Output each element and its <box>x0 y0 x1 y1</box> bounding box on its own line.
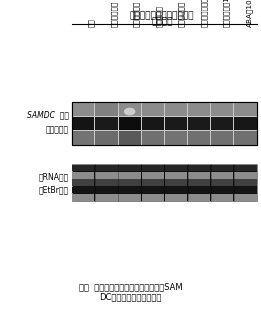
Bar <box>72 187 94 193</box>
Bar <box>118 131 141 145</box>
Bar <box>188 117 210 130</box>
Bar <box>72 172 94 179</box>
Bar <box>165 117 187 130</box>
Bar <box>165 194 187 201</box>
Bar <box>188 194 210 201</box>
Text: 子の発現量: 子の発現量 <box>46 126 69 135</box>
Text: すEtBr染色: すEtBr染色 <box>39 185 69 195</box>
Bar <box>234 179 257 186</box>
Bar <box>142 117 164 130</box>
Bar <box>95 187 117 193</box>
Bar <box>118 194 141 201</box>
Text: DC遺伝子の発現量の増大: DC遺伝子の発現量の増大 <box>99 292 162 301</box>
Bar <box>165 179 187 186</box>
Text: 乾燥ストレス: 乾燥ストレス <box>111 1 117 27</box>
Bar <box>165 102 187 116</box>
Bar <box>95 172 117 179</box>
Bar <box>72 131 94 145</box>
Bar <box>96 131 117 145</box>
Bar <box>188 187 210 193</box>
Bar <box>72 102 94 116</box>
Bar <box>188 131 210 145</box>
Text: エテフォン（10mM）: エテフォン（10mM） <box>223 0 230 27</box>
Bar <box>72 165 94 171</box>
Bar <box>211 172 233 179</box>
Bar <box>118 102 141 116</box>
Bar <box>165 131 187 145</box>
Text: 全RNAを示: 全RNAを示 <box>39 173 69 182</box>
Bar <box>118 179 141 186</box>
Bar <box>141 187 164 193</box>
Bar <box>118 172 141 179</box>
Bar <box>211 102 233 116</box>
Bar <box>142 131 164 145</box>
Bar <box>211 194 233 201</box>
Text: 塩ストレス: 塩ストレス <box>156 5 162 27</box>
Bar <box>95 179 117 186</box>
Bar <box>95 194 117 201</box>
Bar <box>72 194 94 201</box>
Text: 冠水ストレス: 冠水ストレス <box>178 1 185 27</box>
Bar <box>142 102 164 116</box>
Bar <box>141 179 164 186</box>
Ellipse shape <box>124 108 135 115</box>
Bar <box>72 179 94 186</box>
Text: の苗全体: の苗全体 <box>151 18 173 26</box>
Bar <box>211 187 233 193</box>
Bar <box>188 102 210 116</box>
Bar <box>188 179 210 186</box>
Bar <box>234 102 257 116</box>
Bar <box>118 187 141 193</box>
Bar <box>211 165 233 171</box>
Bar <box>118 165 141 171</box>
Bar <box>141 194 164 201</box>
Text: ABA（10-4M）: ABA（10-4M） <box>246 0 252 27</box>
Bar <box>72 102 257 145</box>
Bar <box>118 117 141 130</box>
Text: SAMDC  遺伝: SAMDC 遺伝 <box>27 110 69 120</box>
Bar <box>165 187 187 193</box>
Bar <box>72 117 94 130</box>
Text: 対照: 対照 <box>88 19 95 27</box>
Text: 低温ストレス: 低温ストレス <box>133 1 140 27</box>
Bar <box>234 187 257 193</box>
Bar <box>234 194 257 201</box>
Bar <box>141 165 164 171</box>
Bar <box>234 172 257 179</box>
Bar <box>188 172 210 179</box>
Bar <box>234 117 257 130</box>
Bar <box>165 172 187 179</box>
Bar <box>95 165 117 171</box>
Bar <box>72 164 257 201</box>
Bar <box>234 131 257 145</box>
Bar <box>72 102 257 145</box>
Bar <box>165 165 187 171</box>
Text: 浸透圧ストレス: 浸透圧ストレス <box>201 0 207 27</box>
Text: 図２  低温ストレス処理で誘導されるSAM: 図２ 低温ストレス処理で誘導されるSAM <box>79 282 182 291</box>
Bar <box>211 131 233 145</box>
Bar <box>96 102 117 116</box>
Bar <box>141 172 164 179</box>
Bar <box>188 165 210 171</box>
Text: 日本型イネ「ゆきひかり」: 日本型イネ「ゆきひかり」 <box>129 11 194 20</box>
Bar <box>211 117 233 130</box>
Bar <box>234 165 257 171</box>
Bar <box>96 117 117 130</box>
Bar <box>211 179 233 186</box>
